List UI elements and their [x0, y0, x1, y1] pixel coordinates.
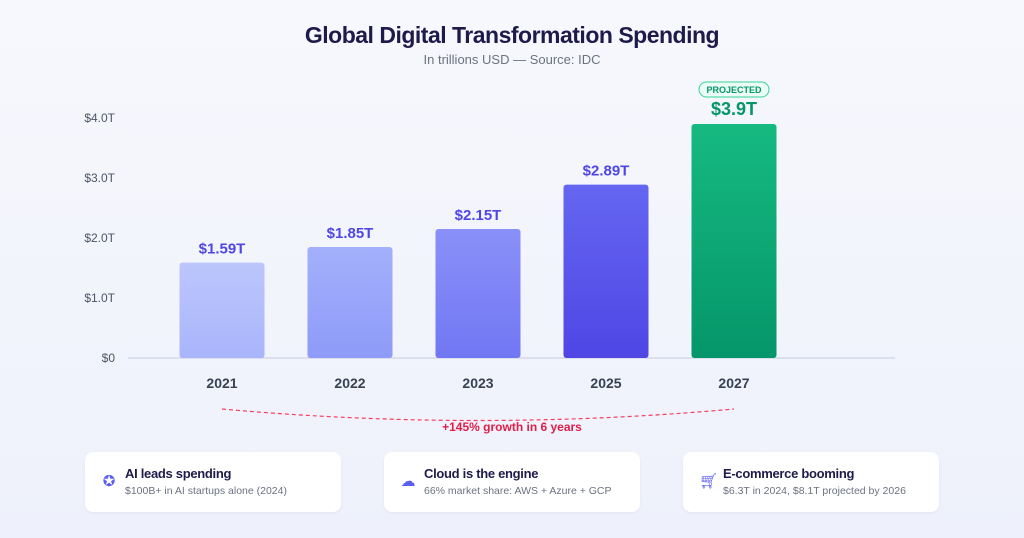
- card-desc: 66% market share: AWS + Azure + GCP: [424, 485, 612, 497]
- x-tick-label: 2023: [462, 375, 493, 391]
- y-tick-label: $3.0T: [84, 171, 115, 185]
- growth-arc: [221, 408, 735, 422]
- card-title: Cloud is the engine: [424, 466, 539, 481]
- brain-icon: ✪: [102, 473, 116, 490]
- bar-2027: [691, 124, 777, 358]
- card-ecommerce: 🛒︎ E-commerce booming $6.3T in 2024, $8.…: [683, 452, 939, 512]
- card-cloud: ☁ Cloud is the engine 66% market share: …: [384, 452, 640, 512]
- x-tick-label: 2025: [590, 375, 621, 391]
- value-label: $3.9T: [711, 99, 757, 119]
- card-desc: $100B+ in AI startups alone (2024): [125, 485, 287, 497]
- card-title: AI leads spending: [125, 466, 232, 481]
- chart-title: Global Digital Transformation Spending: [304, 22, 720, 48]
- cart-icon: 🛒︎: [699, 473, 719, 490]
- card-ai: ✪ AI leads spending $100B+ in AI startup…: [85, 452, 341, 512]
- y-tick-label: $1.0T: [84, 291, 115, 305]
- growth-annotation: +145% growth in 6 years: [442, 420, 582, 434]
- x-tick-label: 2022: [334, 375, 365, 391]
- chart-subtitle: In trillions USD — Source: IDC: [423, 52, 601, 67]
- y-tick-label: $2.0T: [84, 231, 115, 245]
- bar-2023: [435, 229, 521, 358]
- value-label: $2.15T: [455, 207, 502, 224]
- bar-2021: [179, 262, 265, 358]
- value-label: $2.89T: [583, 163, 630, 180]
- x-tick-label: 2027: [718, 375, 749, 391]
- x-tick-label: 2021: [206, 375, 237, 391]
- card-desc: $6.3T in 2024, $8.1T projected by 2026: [723, 485, 906, 497]
- card-title: E-commerce booming: [723, 466, 855, 481]
- bar-2022: [307, 247, 393, 358]
- projected-badge-label: PROJECTED: [706, 85, 762, 95]
- y-tick-label: $4.0T: [84, 111, 115, 125]
- bar-2025: [563, 184, 649, 358]
- value-label: $1.85T: [327, 225, 374, 242]
- y-tick-label: $0: [102, 351, 116, 365]
- bar-chart: $0 $1.0T $2.0T $3.0T $4.0T $1.59T 2021 $1.85T 20…: [84, 81, 895, 434]
- projected-badge: [698, 81, 770, 98]
- value-label: $1.59T: [199, 241, 246, 258]
- cloud-icon: ☁: [400, 473, 416, 490]
